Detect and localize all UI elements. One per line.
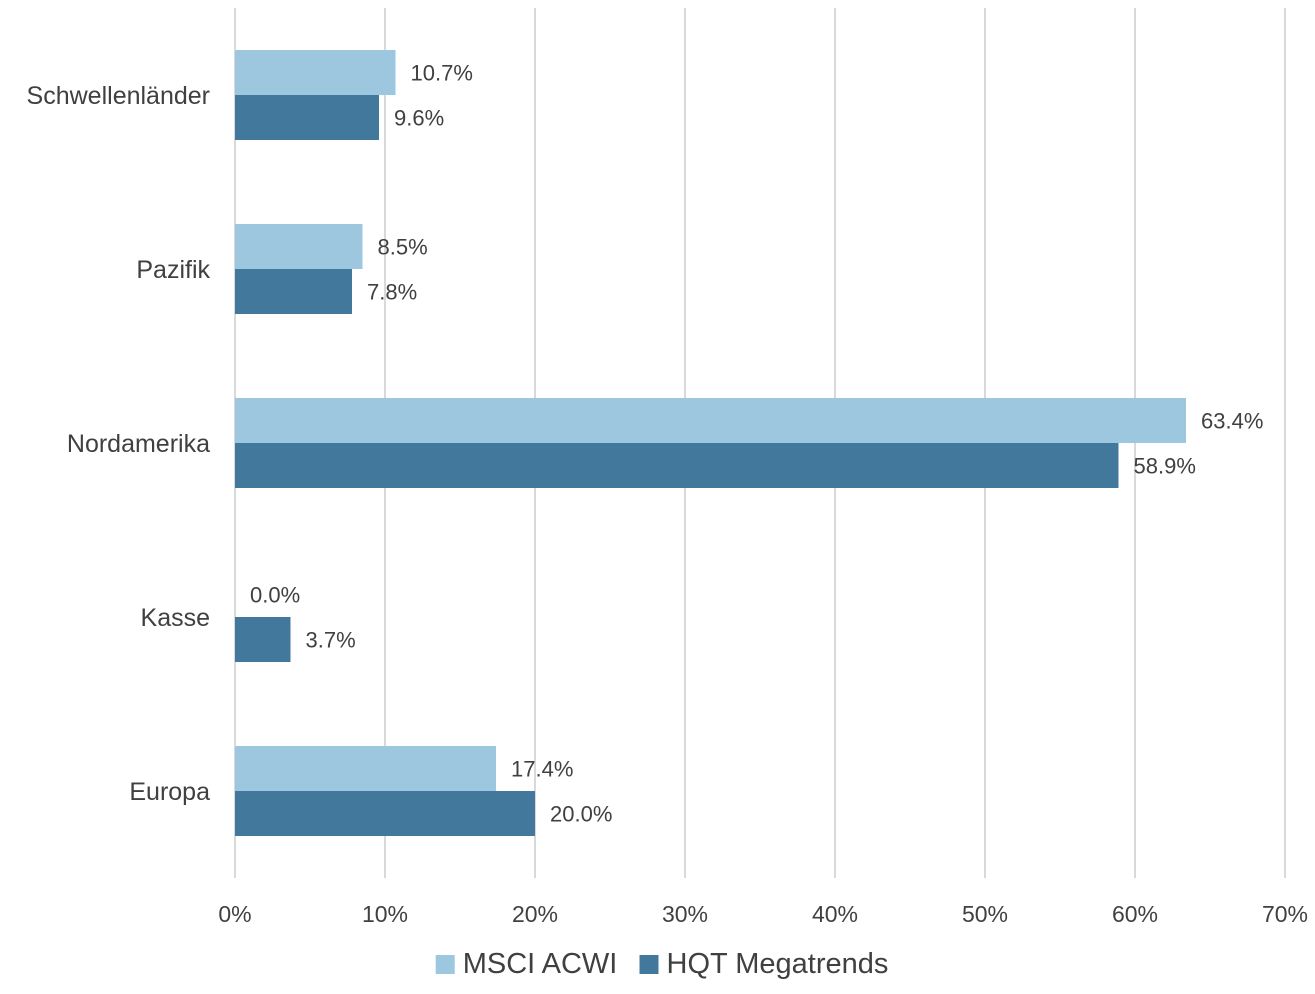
bar-hqt-megatrends	[235, 443, 1119, 488]
bar-hqt-megatrends	[235, 617, 291, 662]
x-tick-label: 20%	[512, 901, 558, 927]
bar-hqt-megatrends	[235, 95, 379, 140]
data-label: 17.4%	[511, 757, 573, 782]
x-tick-label: 0%	[218, 901, 251, 927]
category-label: Nordamerika	[67, 430, 210, 458]
bar-msci-acwi	[235, 398, 1186, 443]
bar-hqt-megatrends	[235, 269, 352, 314]
x-tick-label: 60%	[1112, 901, 1158, 927]
legend-swatch	[435, 955, 455, 974]
legend-label: HQT Megatrends	[667, 948, 889, 980]
data-labels: 10.7% 9.6% 8.5% 7.8% 63.4%58.9% 0.0%3.7% 17.4%…	[250, 61, 1263, 827]
data-label: 3.7%	[306, 628, 356, 653]
x-axis-ticks: 0% 10% 20% 30% 40% 50% 60% 70%	[218, 901, 1308, 927]
data-label: 9.6%	[394, 106, 444, 131]
bar-msci-acwi	[235, 50, 396, 95]
data-label: 63.4%	[1201, 409, 1263, 434]
x-tick-label: 40%	[812, 901, 858, 927]
bar-msci-acwi	[235, 224, 363, 269]
legend: MSCI ACWI HQT Megatrends	[435, 948, 889, 980]
bar-msci-acwi	[235, 746, 496, 791]
x-tick-label: 70%	[1262, 901, 1308, 927]
category-label: Europa	[129, 778, 210, 806]
legend-label: MSCI ACWI	[463, 948, 618, 980]
data-label: 20.0%	[550, 802, 612, 827]
data-label: 58.9%	[1134, 454, 1196, 479]
x-tick-label: 50%	[962, 901, 1008, 927]
bars	[235, 50, 1186, 836]
data-label: 8.5%	[378, 235, 428, 260]
category-labels: Schwellenländer Pazifik Nordamerika Kasse Eu…	[27, 82, 211, 806]
category-label: Schwellenländer	[27, 82, 210, 110]
data-label: 7.8%	[367, 280, 417, 305]
category-label: Kasse	[141, 604, 210, 632]
legend-swatch	[639, 955, 659, 974]
data-label: 10.7%	[411, 61, 473, 86]
x-tick-label: 30%	[662, 901, 708, 927]
data-label: 0.0%	[250, 583, 300, 608]
category-label: Pazifik	[136, 256, 210, 284]
x-tick-label: 10%	[362, 901, 408, 927]
bar-hqt-megatrends	[235, 791, 535, 836]
